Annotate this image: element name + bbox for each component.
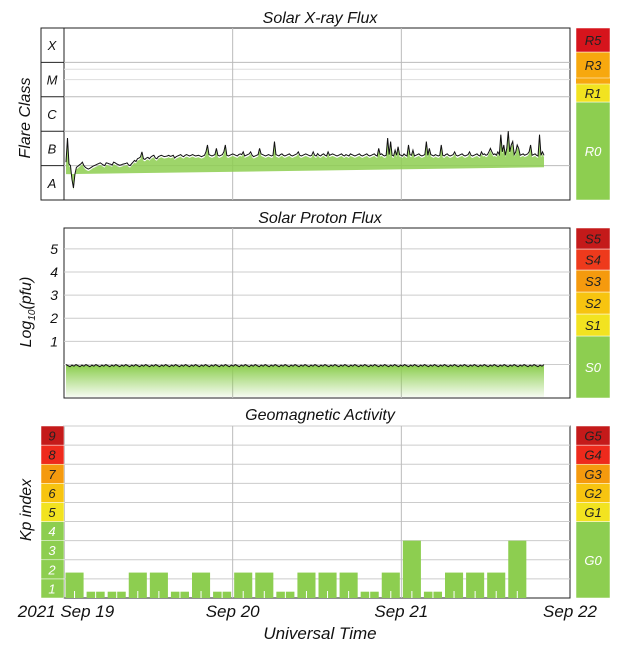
kp-bar	[128, 572, 147, 598]
kp-bar	[149, 572, 168, 598]
level-label-g1: G1	[584, 505, 601, 520]
kp-bar	[445, 572, 464, 598]
flare-class-column: A B C M X	[40, 27, 65, 201]
level-label-s4: S4	[585, 253, 601, 268]
kp-bar	[65, 572, 84, 598]
level-band-s0	[575, 335, 611, 399]
flare-class-c: C	[47, 107, 57, 122]
level-label-s1: S1	[585, 318, 601, 333]
kp-level-label-4: 4	[48, 524, 55, 539]
kp-plot-frame	[63, 425, 571, 599]
kp-level-label-3: 3	[48, 543, 56, 558]
xray-flux-area	[66, 133, 544, 190]
level-label-r0: R0	[585, 144, 602, 159]
proton-y-axis-unit: (pfu)	[18, 277, 35, 310]
xray-plot-area	[63, 27, 571, 201]
kp-bar	[255, 572, 274, 598]
kp-level-label-9: 9	[48, 429, 55, 444]
kp-level-label-5: 5	[48, 505, 56, 520]
kp-level-label-2: 2	[47, 562, 56, 577]
flare-class-b: B	[48, 141, 57, 156]
proton-y-tick-2: 2	[49, 310, 58, 326]
x-tick-label: Sep 21	[374, 602, 428, 621]
geomagnetic-panel-title: Geomagnetic Activity	[245, 407, 396, 424]
time-axis: 2021 Sep 19 Sep 20 Sep 21 Sep 22	[17, 602, 598, 621]
kp-plot-area	[63, 425, 571, 599]
xray-plot-frame	[63, 27, 571, 201]
radiation-storm-scale: S0 S1 S2 S3 S4 S5	[575, 227, 611, 399]
kp-bar	[381, 572, 400, 598]
radio-blackout-scale: R0 R1 R3 R5	[575, 27, 611, 201]
geomagnetic-storm-scale: G0 G1 G2 G3 G4 G5	[575, 425, 611, 599]
level-label-g3: G3	[584, 467, 602, 482]
x-tick-label: 2021 Sep 19	[17, 602, 115, 621]
level-band-s5	[575, 227, 611, 250]
level-label-s3: S3	[585, 274, 602, 289]
level-band-r1	[575, 83, 611, 103]
level-label-s5: S5	[585, 232, 602, 247]
proton-y-axis-subscript: 10	[27, 309, 38, 321]
kp-bar	[297, 572, 316, 598]
flare-class-a: A	[47, 176, 57, 191]
proton-y-tick-5: 5	[50, 241, 58, 257]
proton-y-axis-label: Log10(pfu)	[18, 277, 38, 348]
level-label-g4: G4	[584, 448, 601, 463]
level-label-g0: G0	[584, 553, 602, 568]
proton-y-tick-3: 3	[50, 287, 58, 303]
kp-bar	[339, 572, 358, 598]
kp-y-axis-label: Kp index	[18, 478, 35, 541]
level-band-r5	[575, 27, 611, 53]
flare-class-x: X	[47, 38, 58, 53]
kp-level-label-1: 1	[48, 581, 55, 596]
level-label-r5: R5	[585, 33, 602, 48]
kp-level-column: 1 2 3 4 5 6 7 8 9	[40, 425, 65, 599]
kp-level-cell	[40, 425, 65, 446]
kp-bar	[402, 540, 421, 598]
x-tick-label: Sep 22	[543, 602, 597, 621]
level-band-r3	[575, 51, 611, 79]
kp-bar	[466, 572, 485, 598]
level-label-r3: R3	[585, 58, 602, 73]
proton-y-tick-4: 4	[50, 264, 58, 280]
x-tick-label: Sep 20	[206, 602, 260, 621]
xray-panel-title: Solar X-ray Flux	[263, 10, 379, 27]
level-label-r1: R1	[585, 86, 602, 101]
kp-bar	[192, 572, 211, 598]
level-label-g2: G2	[584, 486, 602, 501]
level-label-s0: S0	[585, 360, 602, 375]
level-label-g5: G5	[584, 429, 602, 444]
kp-level-label-7: 7	[48, 467, 56, 482]
xray-flux-line	[65, 131, 545, 189]
level-band-g0	[575, 521, 611, 599]
xray-y-axis-label: Flare Class	[17, 78, 34, 159]
kp-bar	[487, 572, 506, 598]
proton-y-tick-1: 1	[50, 333, 58, 349]
flare-class-m: M	[47, 73, 58, 88]
level-label-s2: S2	[585, 296, 602, 311]
proton-flux-area	[66, 365, 544, 397]
r2-band	[576, 78, 610, 84]
proton-flux-line	[65, 364, 545, 368]
kp-bar	[318, 572, 337, 598]
kp-bar	[508, 540, 527, 598]
level-band-r0	[575, 101, 611, 201]
kp-bar	[234, 572, 253, 598]
kp-level-label-8: 8	[48, 448, 56, 463]
kp-level-label-6: 6	[48, 486, 56, 501]
proton-plot-area: 1 2 3 4 5	[49, 227, 571, 399]
level-band-g5	[575, 425, 611, 446]
proton-panel-title: Solar Proton Flux	[258, 210, 383, 227]
x-axis-label: Universal Time	[263, 624, 376, 643]
